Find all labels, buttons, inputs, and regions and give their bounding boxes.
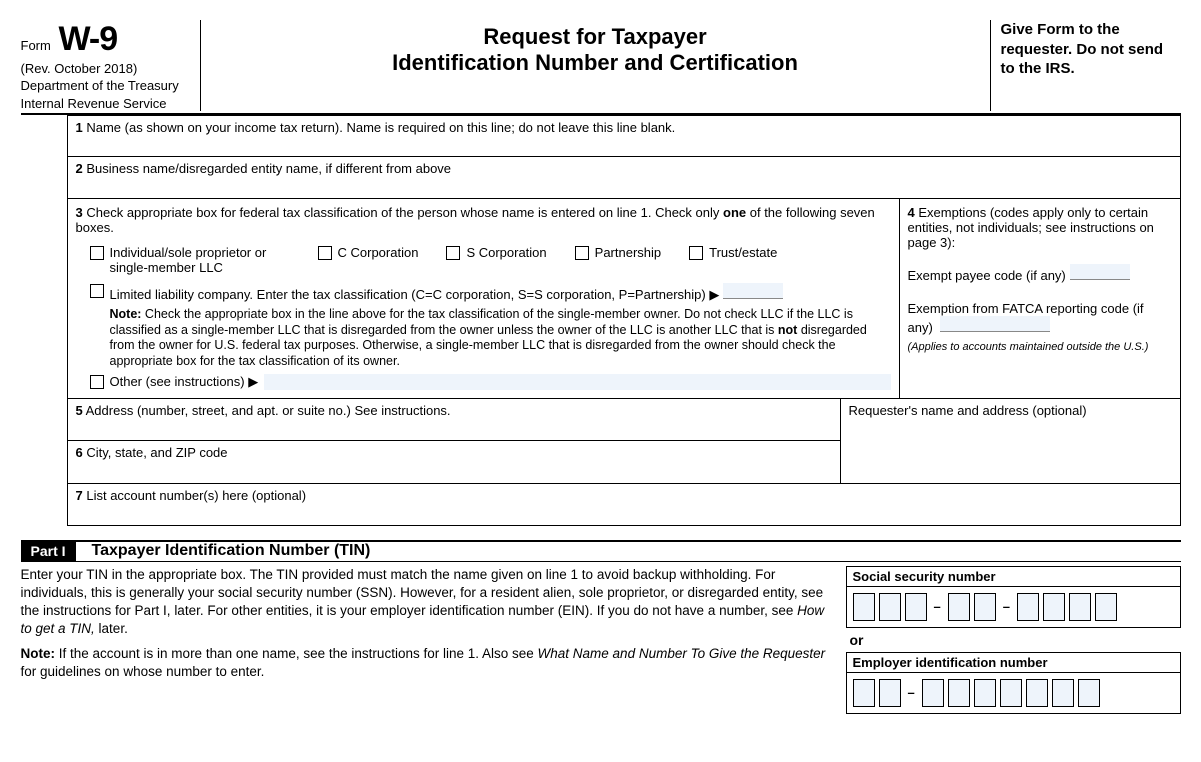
line4-box: 4 Exemptions (codes apply only to certai… bbox=[900, 199, 1180, 398]
ssn-cells[interactable]: – – bbox=[847, 587, 1180, 627]
line3-number: 3 bbox=[76, 205, 83, 220]
ein-box: Employer identification number – bbox=[846, 652, 1181, 714]
line7-row[interactable]: 7 List account number(s) here (optional) bbox=[67, 484, 1181, 526]
dept-line2: Internal Revenue Service bbox=[21, 96, 192, 112]
line2-text: Business name/disregarded entity name, i… bbox=[86, 161, 451, 176]
line5-row[interactable]: 5 Address (number, street, and apt. or s… bbox=[68, 399, 840, 441]
title-line1: Request for Taxpayer bbox=[221, 24, 970, 50]
line4-intro: Exemptions (codes apply only to certain … bbox=[908, 205, 1154, 250]
requester-box[interactable]: Requester's name and address (optional) bbox=[840, 399, 1180, 483]
other-label: Other (see instructions) ▶ bbox=[110, 374, 259, 390]
cb-individual[interactable]: Individual/sole proprietor or single-mem… bbox=[90, 245, 290, 275]
part1-title: Taxpayer Identification Number (TIN) bbox=[92, 542, 371, 560]
cb-llc-row: Limited liability company. Enter the tax… bbox=[90, 283, 891, 303]
dept-line1: Department of the Treasury bbox=[21, 78, 192, 94]
part1-badge: Part I bbox=[21, 542, 76, 561]
header-left: Form W-9 (Rev. October 2018) Department … bbox=[21, 20, 201, 111]
or-label: or bbox=[850, 632, 1181, 648]
exempt-payee-row: Exempt payee code (if any) bbox=[908, 264, 1172, 283]
line1-row[interactable]: 1 Name (as shown on your income tax retu… bbox=[67, 115, 1181, 157]
ein-label: Employer identification number bbox=[847, 653, 1180, 673]
ein-cells[interactable]: – bbox=[847, 673, 1180, 713]
line4-number: 4 bbox=[908, 205, 915, 220]
line3-4-container: 3 Check appropriate box for federal tax … bbox=[67, 199, 1181, 399]
form-label: Form bbox=[21, 38, 51, 53]
llc-text: Limited liability company. Enter the tax… bbox=[110, 283, 891, 303]
other-input[interactable] bbox=[264, 374, 890, 390]
line2-number: 2 bbox=[76, 161, 83, 176]
form-header: Form W-9 (Rev. October 2018) Department … bbox=[21, 20, 1181, 115]
cb-ccorp[interactable]: C Corporation bbox=[318, 245, 419, 275]
give-form-note: Give Form to the requester. Do not send … bbox=[991, 20, 1181, 111]
ssn-label: Social security number bbox=[847, 567, 1180, 587]
cb-trust[interactable]: Trust/estate bbox=[689, 245, 777, 275]
part1-instructions: Enter your TIN in the appropriate box. T… bbox=[21, 566, 826, 714]
w9-form: Form W-9 (Rev. October 2018) Department … bbox=[21, 20, 1181, 714]
part1-header: Part I Taxpayer Identification Number (T… bbox=[21, 540, 1181, 562]
line6-row[interactable]: 6 City, state, and ZIP code bbox=[68, 441, 840, 483]
line1-number: 1 bbox=[76, 120, 83, 135]
fatca-input[interactable] bbox=[940, 316, 1050, 332]
cb-partnership[interactable]: Partnership bbox=[575, 245, 661, 275]
tin-boxes: Social security number – – or Employer i… bbox=[846, 566, 1181, 714]
llc-note: Note: Check the appropriate box in the l… bbox=[110, 307, 891, 370]
ssn-box: Social security number – – bbox=[846, 566, 1181, 628]
part1-body: Enter your TIN in the appropriate box. T… bbox=[21, 566, 1181, 714]
title-line2: Identification Number and Certification bbox=[221, 50, 970, 76]
cb-llc[interactable] bbox=[90, 284, 104, 298]
form-number: W-9 bbox=[58, 20, 117, 58]
cb-other[interactable] bbox=[90, 375, 104, 389]
revision-date: (Rev. October 2018) bbox=[21, 61, 192, 76]
fatca-row: Exemption from FATCA reporting code (if … bbox=[908, 301, 1172, 335]
cb-scorp[interactable]: S Corporation bbox=[446, 245, 546, 275]
classification-checkboxes: Individual/sole proprietor or single-mem… bbox=[90, 245, 891, 275]
address-block: 5 Address (number, street, and apt. or s… bbox=[67, 399, 1181, 484]
header-center: Request for Taxpayer Identification Numb… bbox=[201, 20, 991, 111]
llc-class-input[interactable] bbox=[723, 283, 783, 299]
cb-other-row: Other (see instructions) ▶ bbox=[90, 374, 891, 390]
line1-text: Name (as shown on your income tax return… bbox=[86, 120, 675, 135]
line3-box: 3 Check appropriate box for federal tax … bbox=[68, 199, 900, 398]
line2-row[interactable]: 2 Business name/disregarded entity name,… bbox=[67, 157, 1181, 199]
exempt-payee-input[interactable] bbox=[1070, 264, 1130, 280]
applies-note: (Applies to accounts maintained outside … bbox=[908, 341, 1172, 353]
